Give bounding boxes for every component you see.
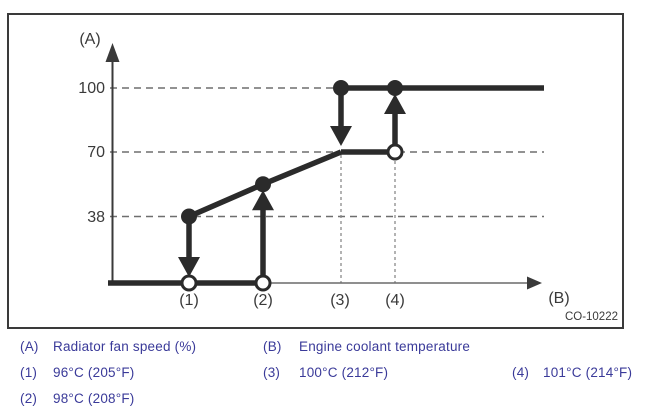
y-axis-label: (A)	[79, 31, 101, 48]
marker-filled-3	[333, 80, 349, 96]
legend-text-1: 96°C (205°F)	[53, 365, 135, 380]
marker-open-4	[386, 143, 404, 161]
legend-item-3: (3) 100°C (212°F)	[263, 364, 388, 381]
x-tick-4: (4)	[385, 292, 405, 309]
marker-open-1	[180, 274, 198, 292]
legend-item-4: (4) 101°C (214°F)	[512, 364, 632, 381]
marker-filled-4	[387, 80, 403, 96]
transition-arrowhead-up-icon-4	[384, 94, 406, 114]
y-axis-arrowhead-icon	[105, 43, 120, 62]
legend-key-b: (B)	[263, 339, 282, 354]
y-tick-70: 70	[87, 144, 105, 161]
legend-key-4: (4)	[512, 365, 530, 380]
legend-key-3: (3)	[263, 365, 281, 380]
legend-text-b: Engine coolant temperature	[299, 339, 471, 354]
diagram-box	[7, 13, 624, 329]
x-tick-3: (3)	[330, 292, 350, 309]
y-tick-100: 100	[78, 80, 105, 97]
x-axis-arrowhead-icon	[527, 276, 542, 290]
marker-open-2	[254, 274, 272, 292]
x-tick-1: (1)	[179, 292, 199, 309]
legend-item-b: (B) Engine coolant temperature	[263, 338, 470, 355]
y-tick-38: 38	[87, 209, 105, 226]
figure-id-label: CO-10222	[564, 311, 618, 323]
legend-text-a: Radiator fan speed (%)	[53, 339, 197, 354]
transition-arrowhead-up-icon-2	[252, 190, 274, 211]
x-axis-label: (B)	[548, 290, 570, 307]
legend-item-a: (A) Radiator fan speed (%)	[20, 338, 196, 355]
legend-text-4: 101°C (214°F)	[543, 365, 633, 380]
marker-filled-1	[181, 208, 197, 225]
legend-key-2: (2)	[20, 391, 38, 406]
legend-text-3: 100°C (212°F)	[299, 365, 389, 380]
legend-key-a: (A)	[20, 339, 39, 354]
transition-arrowhead-down-icon-1	[178, 257, 200, 277]
x-tick-2: (2)	[253, 292, 273, 309]
transition-arrowhead-down-icon-3	[330, 126, 352, 146]
legend-text-2: 98°C (208°F)	[53, 391, 135, 406]
marker-filled-2	[255, 176, 271, 193]
legend-item-2: (2) 98°C (208°F)	[20, 390, 134, 407]
legend-item-1: (1) 96°C (205°F)	[20, 364, 134, 381]
legend-key-1: (1)	[20, 365, 38, 380]
